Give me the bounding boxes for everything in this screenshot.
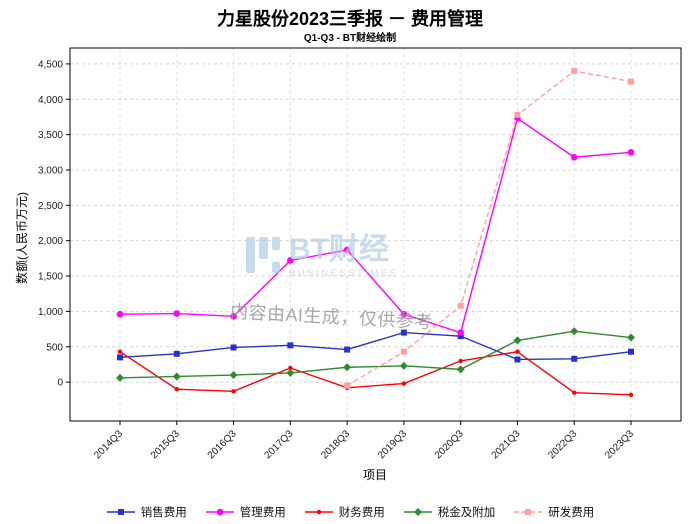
- legend-marker-icon: [403, 508, 432, 516]
- x-axis: 2014Q3 2015Q3 2016Q3 2017Q3 2018Q3 2019Q3 2020…: [92, 421, 636, 461]
- watermark: BT财经 BUSINESSTIMES: [245, 235, 399, 279]
- legend-marker-icon: [514, 509, 543, 515]
- y-tick-label: 4,500: [38, 59, 63, 70]
- x-tick-label: 2014Q3: [92, 428, 125, 461]
- x-tick-label: 2023Q3: [603, 428, 636, 461]
- chart-subtitle: Q1-Q3 - BT财经绘制: [303, 33, 397, 44]
- series-3: [116, 327, 635, 382]
- chart-title: 力星股份2023三季报 － 费用管理: [216, 9, 484, 29]
- legend-marker-icon: [106, 509, 135, 515]
- y-tick-label: 4,000: [38, 95, 63, 106]
- legend-item: 研发费用: [513, 504, 594, 520]
- y-axis-label: 数额(人民币万元): [15, 192, 29, 284]
- watermark-brand: BT财经: [289, 233, 389, 266]
- legend-label: 研发费用: [548, 507, 595, 519]
- legend-marker-icon: [205, 508, 234, 516]
- series-4: [344, 67, 634, 389]
- x-tick-label: 2020Q3: [433, 428, 466, 461]
- legend-item: 财务费用: [304, 504, 385, 520]
- legend-label: 税金及附加: [437, 507, 496, 519]
- y-tick-label: 0: [57, 378, 63, 389]
- x-tick-label: 2016Q3: [206, 428, 239, 461]
- y-tick-label: 2,500: [38, 201, 63, 212]
- legend-item: 管理费用: [205, 504, 286, 520]
- legend: 销售费用 管理费用 财务费用 税金及附加 研发费用: [0, 504, 700, 520]
- legend-label: 财务费用: [338, 507, 385, 519]
- y-tick-label: 1,500: [38, 272, 63, 283]
- y-tick-label: 3,500: [38, 130, 63, 141]
- x-tick-label: 2021Q3: [490, 428, 523, 461]
- y-axis: 0 500 1,000 1,500 2,000 2,500 3,000 3,500 4,000 4…: [38, 59, 70, 389]
- series-2: [117, 349, 634, 398]
- gridlines: [70, 48, 681, 421]
- watermark-brand-sub: BUSINESSTIMES: [289, 268, 399, 279]
- x-tick-label: 2022Q3: [546, 428, 579, 461]
- watermark-brand-block: BT财经 BUSINESSTIMES: [289, 233, 399, 280]
- x-tick-label: 2015Q3: [149, 428, 182, 461]
- x-tick-label: 2019Q3: [376, 428, 409, 461]
- legend-marker-icon: [304, 509, 333, 515]
- x-axis-label: 项目: [362, 468, 388, 482]
- legend-item: 税金及附加: [403, 504, 496, 520]
- legend-label: 管理费用: [239, 507, 286, 519]
- series-0: [117, 329, 634, 363]
- plot-border: [69, 47, 682, 422]
- legend-item: 销售费用: [106, 504, 187, 520]
- x-tick-label: 2017Q3: [263, 428, 296, 461]
- y-tick-label: 1,000: [38, 307, 63, 318]
- x-tick-label: 2018Q3: [319, 428, 352, 461]
- y-tick-label: 3,000: [38, 165, 63, 176]
- bt-logo-icon: [246, 237, 280, 273]
- series-1: [116, 115, 635, 336]
- y-tick-label: 2,000: [38, 236, 63, 247]
- legend-label: 销售费用: [140, 507, 187, 519]
- y-tick-label: 500: [46, 342, 63, 353]
